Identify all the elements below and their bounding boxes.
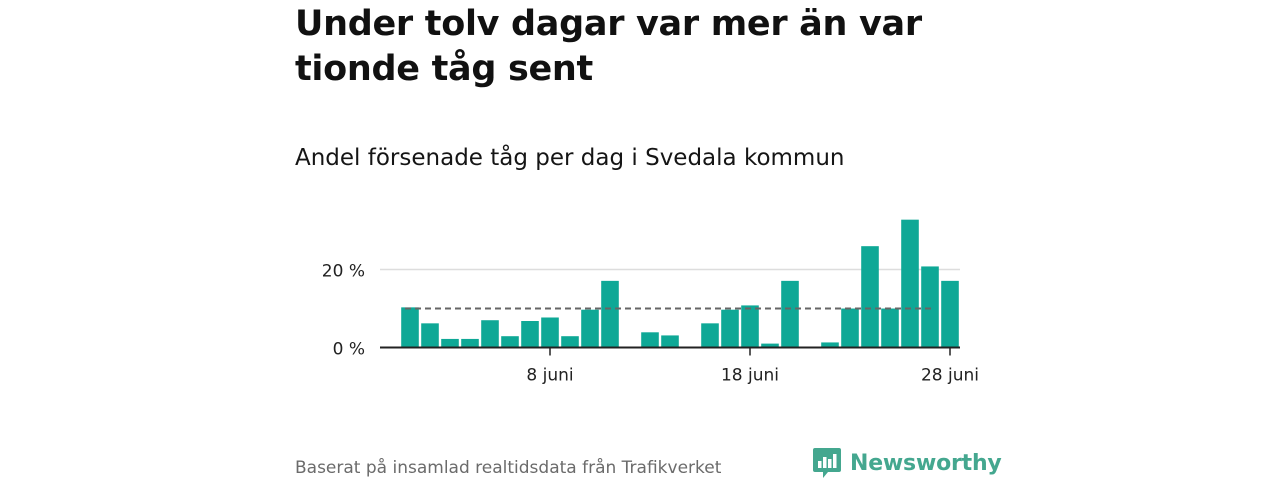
bar xyxy=(881,308,899,348)
bar xyxy=(421,323,439,348)
x-tick-label: 18 juni xyxy=(721,366,779,386)
bar xyxy=(481,320,499,348)
bar xyxy=(901,219,919,348)
bar xyxy=(541,317,559,348)
bar xyxy=(921,266,939,348)
bar xyxy=(401,307,419,348)
bars xyxy=(401,219,959,348)
bar xyxy=(441,338,459,348)
source-note: Baserat på insamlad realtidsdata från Tr… xyxy=(295,458,722,478)
bar xyxy=(641,332,659,348)
newsworthy-logo-icon xyxy=(813,448,841,478)
newsworthy-logo: Newsworthy xyxy=(812,446,1002,480)
bar xyxy=(461,338,479,348)
y-tick-label: 0 % xyxy=(333,340,365,360)
bar xyxy=(781,280,799,348)
bar xyxy=(941,280,959,348)
axes: 0 % 20 % 8 juni 18 juni 28 juni xyxy=(322,262,979,386)
bar xyxy=(501,336,519,348)
bar xyxy=(821,342,839,348)
bar xyxy=(761,343,779,348)
chart-subtitle: Andel försenade tåg per dag i Svedala ko… xyxy=(295,145,845,171)
bar xyxy=(661,335,679,348)
newsworthy-logo-text: Newsworthy xyxy=(850,450,1002,476)
y-tick-label: 20 % xyxy=(322,262,365,282)
chart-title: Under tolv dagar var mer än var tionde t… xyxy=(295,4,922,89)
bar xyxy=(601,280,619,348)
bar xyxy=(581,309,599,348)
bar xyxy=(841,308,859,348)
bar xyxy=(521,321,539,348)
x-tick-label: 28 juni xyxy=(921,366,979,386)
x-tick-label: 8 juni xyxy=(526,366,573,386)
bar xyxy=(741,305,759,348)
bar xyxy=(561,336,579,348)
bar xyxy=(701,323,719,348)
bar xyxy=(721,309,739,348)
bar xyxy=(861,246,879,348)
